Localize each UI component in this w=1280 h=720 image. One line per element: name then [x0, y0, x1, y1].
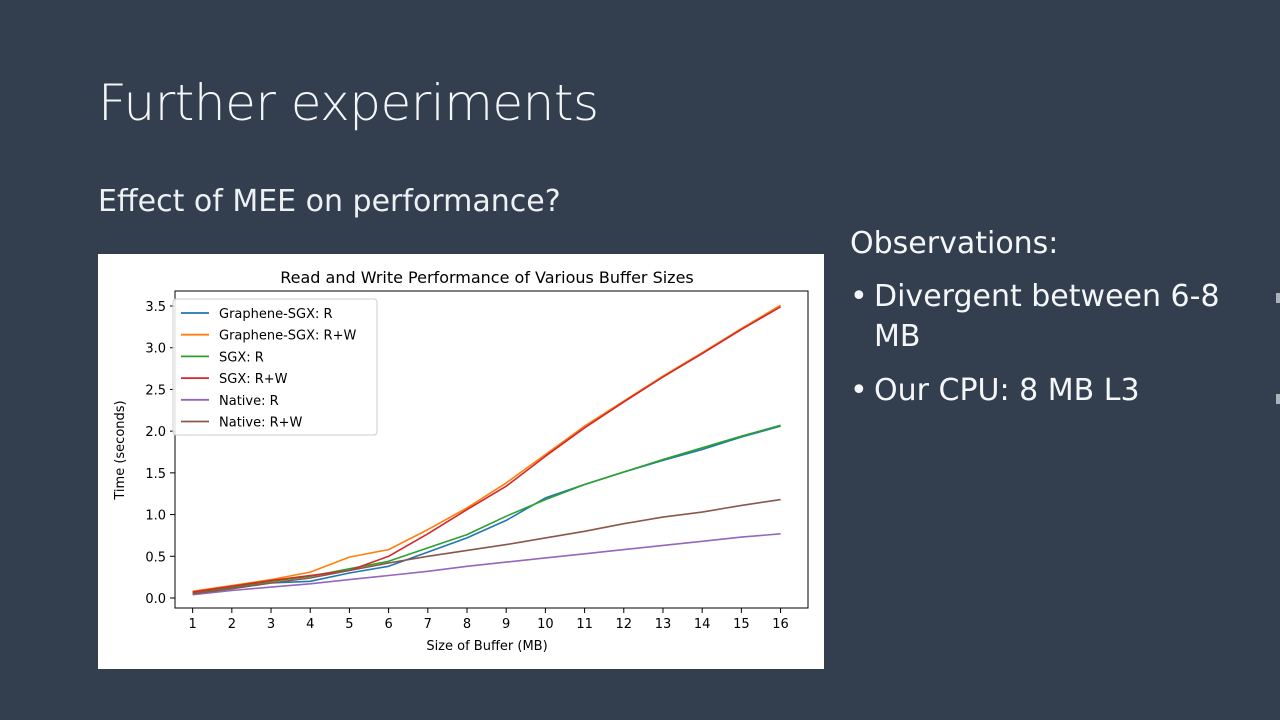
- x-tick-label: 3: [267, 617, 275, 632]
- x-tick-label: 9: [502, 617, 510, 632]
- legend-box: [172, 298, 378, 436]
- observation-text: Our CPU: 8 MB L3: [874, 373, 1140, 408]
- x-tick-label: 8: [463, 617, 471, 632]
- x-tick-label: 16: [772, 617, 789, 632]
- bullet-icon: •: [850, 373, 868, 408]
- x-tick-label: 14: [694, 617, 711, 632]
- y-tick-label: 2.5: [145, 383, 166, 398]
- slide-title: Further experiments: [98, 74, 599, 132]
- x-tick-label: 12: [616, 617, 633, 632]
- legend-label: Native: R+W: [219, 416, 303, 431]
- x-tick-label: 4: [306, 617, 314, 632]
- x-axis-label: Size of Buffer (MB): [426, 639, 547, 654]
- legend-label: SGX: R+W: [219, 372, 288, 387]
- plot-frame: [174, 290, 809, 609]
- edge-artifact-top: [1276, 293, 1280, 303]
- series-line-sgx-r-w: [192, 306, 781, 593]
- x-tick-label: 10: [537, 617, 554, 632]
- x-tick-label: 7: [424, 617, 432, 632]
- y-tick-label: 1.5: [145, 467, 166, 482]
- y-tick-label: 1.0: [145, 509, 166, 524]
- x-tick-label: 6: [384, 617, 392, 632]
- series-line-sgx-r: [192, 424, 781, 594]
- y-axis-label: Time (seconds): [113, 400, 128, 500]
- observation-text: Divergent between 6-8 MB: [874, 279, 1220, 354]
- x-tick-label: 11: [576, 617, 593, 632]
- observation-item: • Divergent between 6-8 MB: [850, 277, 1250, 357]
- series-line-graphene-sgx-r: [192, 425, 781, 594]
- legend-label: Graphene-SGX: R+W: [219, 329, 356, 344]
- y-tick-label: 2.0: [145, 425, 166, 440]
- legend-label: Graphene-SGX: R: [219, 307, 333, 322]
- x-tick-label: 5: [345, 617, 353, 632]
- y-tick-label: 3.5: [145, 300, 166, 315]
- y-tick-label: 0.0: [145, 592, 166, 607]
- x-tick-label: 13: [655, 617, 672, 632]
- x-tick-label: 2: [228, 617, 236, 632]
- series-line-native-r-w: [192, 498, 781, 595]
- series-line-native-r: [192, 533, 781, 596]
- legend-label: Native: R: [219, 394, 279, 409]
- observation-item: • Our CPU: 8 MB L3: [850, 371, 1250, 411]
- legend-label: SGX: R: [219, 350, 264, 365]
- chart-panel: Read and Write Performance of Various Bu…: [98, 254, 824, 669]
- y-tick-label: 3.0: [145, 342, 166, 357]
- chart-title: Read and Write Performance of Various Bu…: [280, 268, 694, 287]
- slide-subtitle: Effect of MEE on performance?: [98, 184, 561, 219]
- observations-panel: Observations: • Divergent between 6-8 MB …: [850, 226, 1250, 425]
- line-chart: Read and Write Performance of Various Bu…: [113, 268, 809, 654]
- x-tick-label: 15: [733, 617, 750, 632]
- y-tick-label: 0.5: [145, 550, 166, 565]
- observations-list: • Divergent between 6-8 MB • Our CPU: 8 MB…: [850, 277, 1250, 411]
- edge-artifact-bottom: [1276, 394, 1280, 404]
- x-tick-label: 1: [188, 617, 196, 632]
- observations-title: Observations:: [850, 226, 1059, 261]
- bullet-icon: •: [850, 279, 868, 314]
